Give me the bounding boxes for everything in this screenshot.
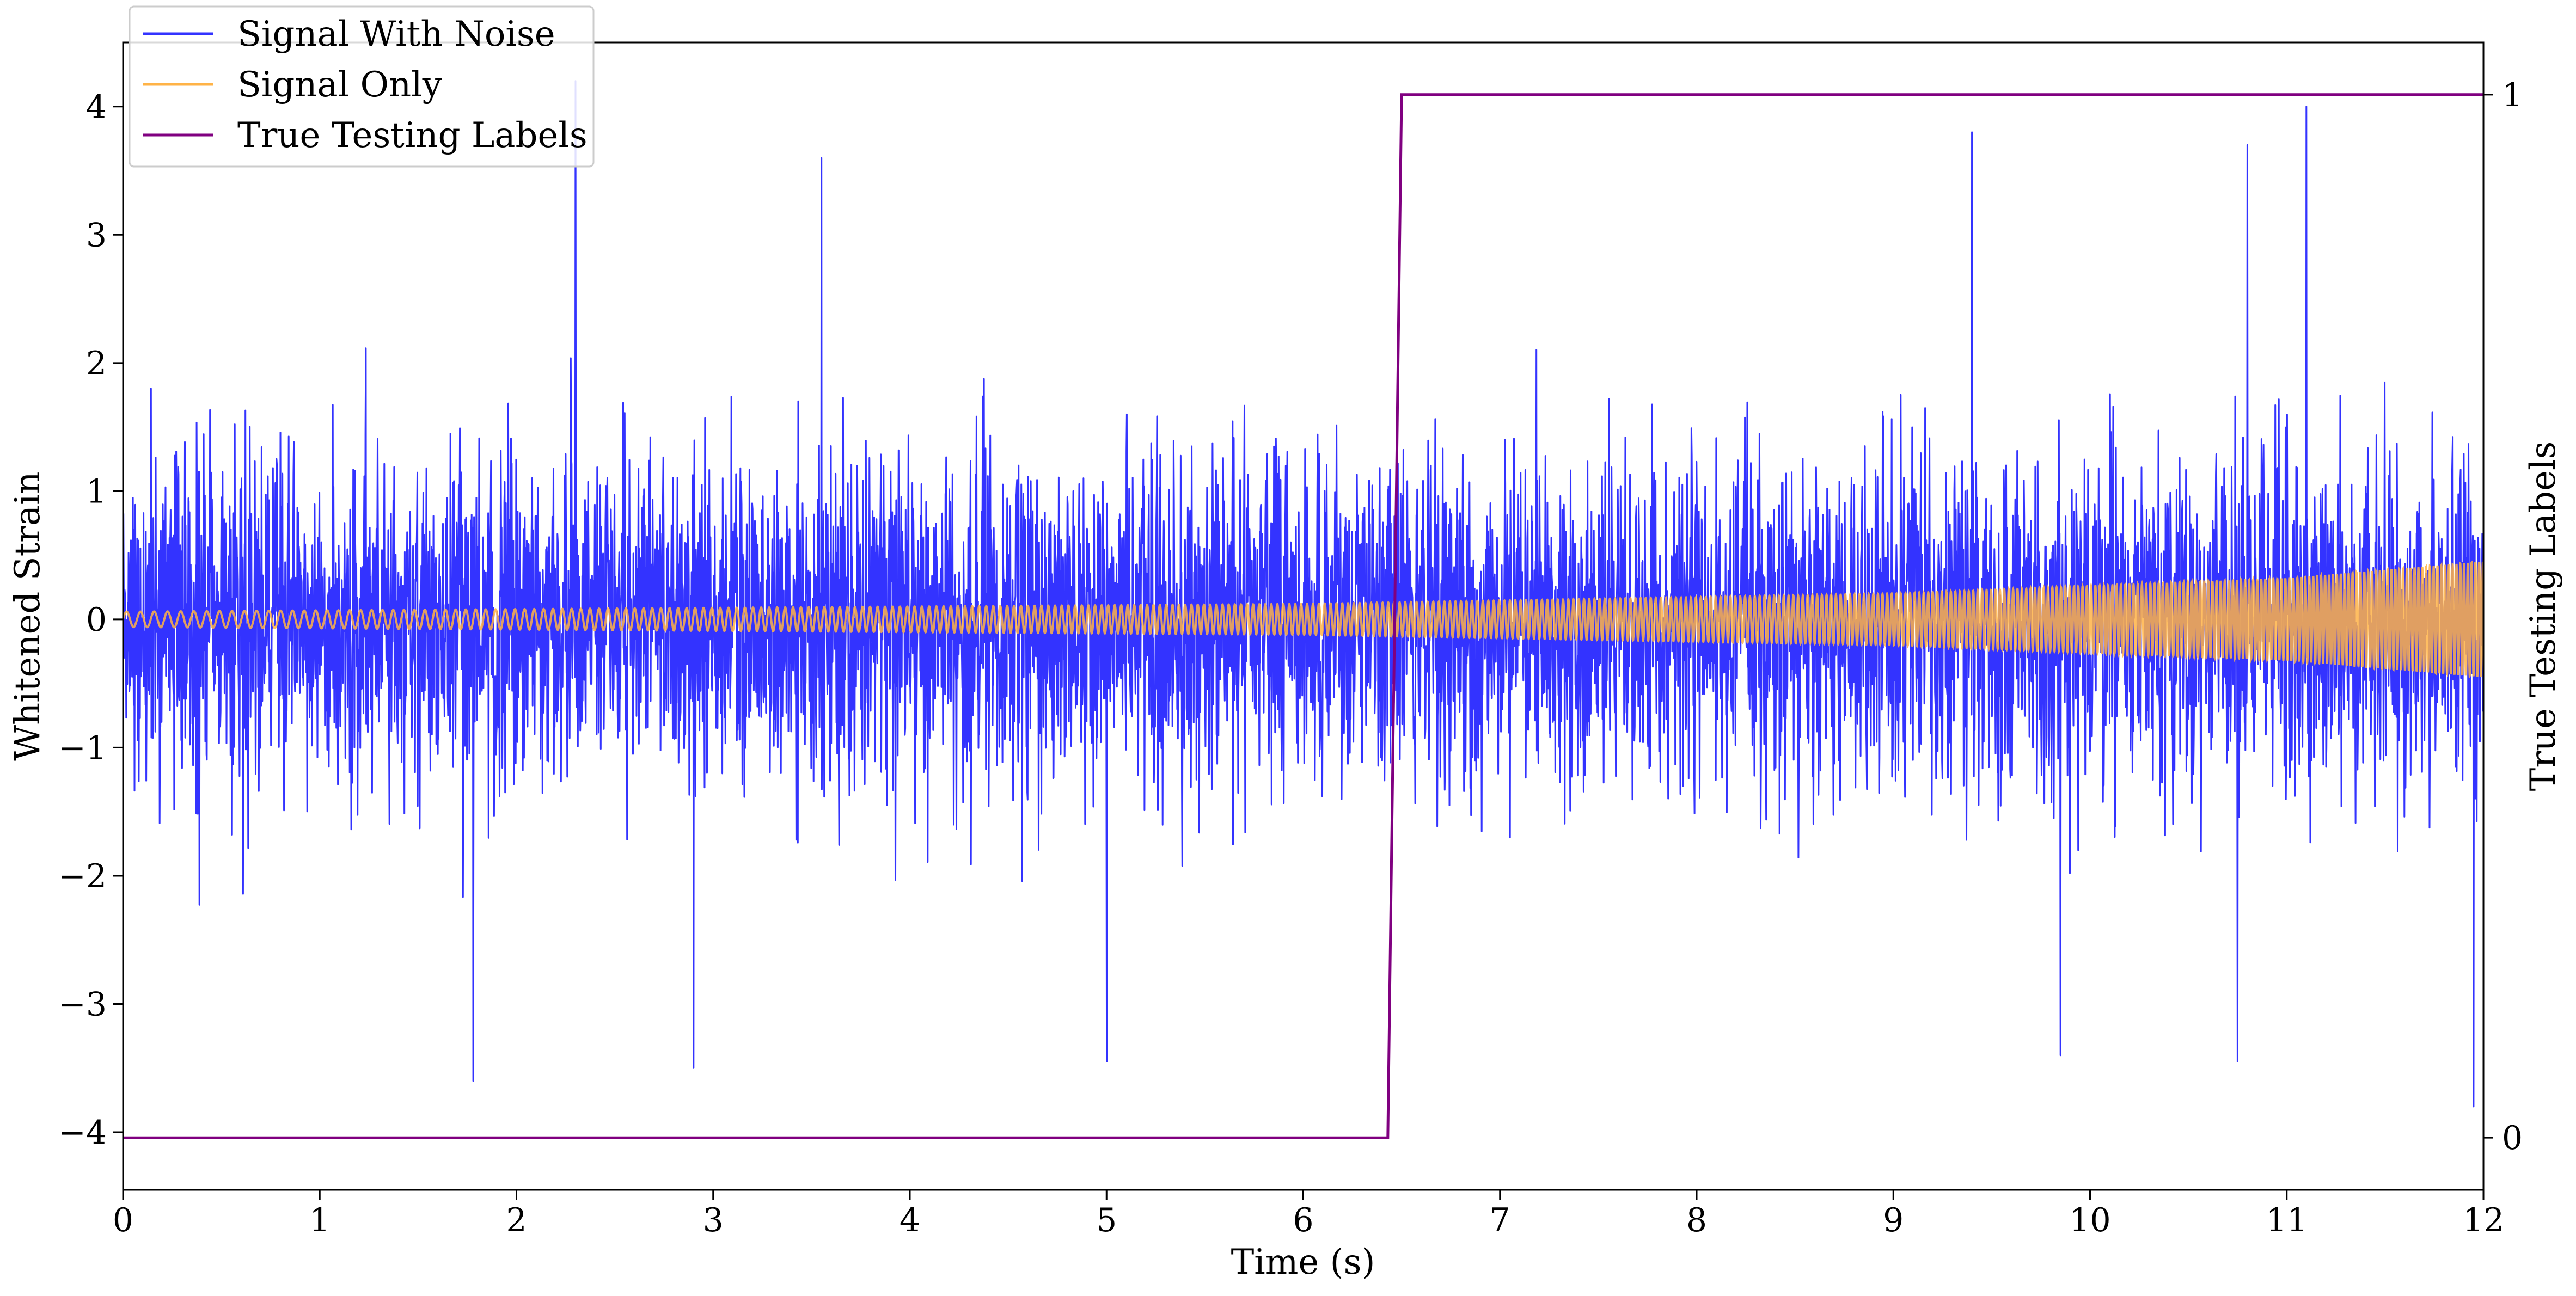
legend-label-signal-with-noise: Signal With Noise: [237, 14, 555, 54]
y-axis-ticks: −4 −3 −2 −1 0 1 2 3 4: [59, 88, 123, 1152]
y-axis-title: Whitened Strain: [8, 471, 48, 760]
x-tick-label: 4: [900, 1201, 920, 1239]
signal-with-noise-series: [123, 80, 2483, 1108]
y2-tick-label: 0: [2502, 1119, 2523, 1157]
x-tick-label: 9: [1883, 1201, 1904, 1239]
x-axis-ticks: 0 1 2 3 4 5 6 7 8 9 10 11 12: [113, 1190, 2504, 1239]
y2-axis-title: True Testing Labels: [2523, 441, 2563, 791]
true-testing-labels-series: [123, 93, 2483, 1139]
x-tick-label: 7: [1490, 1201, 1510, 1239]
y2-tick-label: 1: [2502, 76, 2523, 114]
x-tick-label: 1: [309, 1201, 330, 1239]
x-tick-label: 10: [2069, 1201, 2110, 1239]
y-tick-label: −3: [59, 985, 107, 1023]
legend: Signal With Noise Signal Only True Testi…: [129, 5, 595, 168]
x-tick-label: 2: [506, 1201, 527, 1239]
x-tick-label: 11: [2266, 1201, 2308, 1239]
legend-box: [129, 5, 595, 168]
x-tick-label: 5: [1096, 1201, 1117, 1239]
plot-area: [123, 80, 2483, 1139]
x-tick-label: 3: [703, 1201, 724, 1239]
signal-with-noise-line: [123, 80, 2483, 1108]
y-tick-label: 4: [86, 88, 107, 126]
x-tick-label: 6: [1293, 1201, 1313, 1239]
legend-label-true-testing-labels: True Testing Labels: [237, 115, 588, 156]
y-tick-label: −4: [59, 1114, 107, 1152]
signal-only-series: [123, 560, 2483, 679]
y-tick-label: 2: [86, 345, 107, 383]
y-tick-label: 3: [86, 216, 107, 254]
x-tick-label: 12: [2463, 1201, 2504, 1239]
y-tick-label: −1: [59, 729, 107, 767]
y-tick-label: 1: [86, 472, 107, 511]
true-testing-labels-line: [123, 93, 2483, 1139]
x-tick-label: 8: [1686, 1201, 1707, 1239]
signal-only-line: [123, 560, 2483, 679]
y-tick-label: −2: [59, 857, 107, 895]
y-tick-label: 0: [86, 601, 107, 639]
legend-label-signal-only: Signal Only: [237, 65, 442, 105]
x-tick-label: 0: [113, 1201, 133, 1239]
x-axis-title: Time (s): [1231, 1242, 1375, 1282]
y2-axis-ticks: 01: [2483, 76, 2523, 1157]
